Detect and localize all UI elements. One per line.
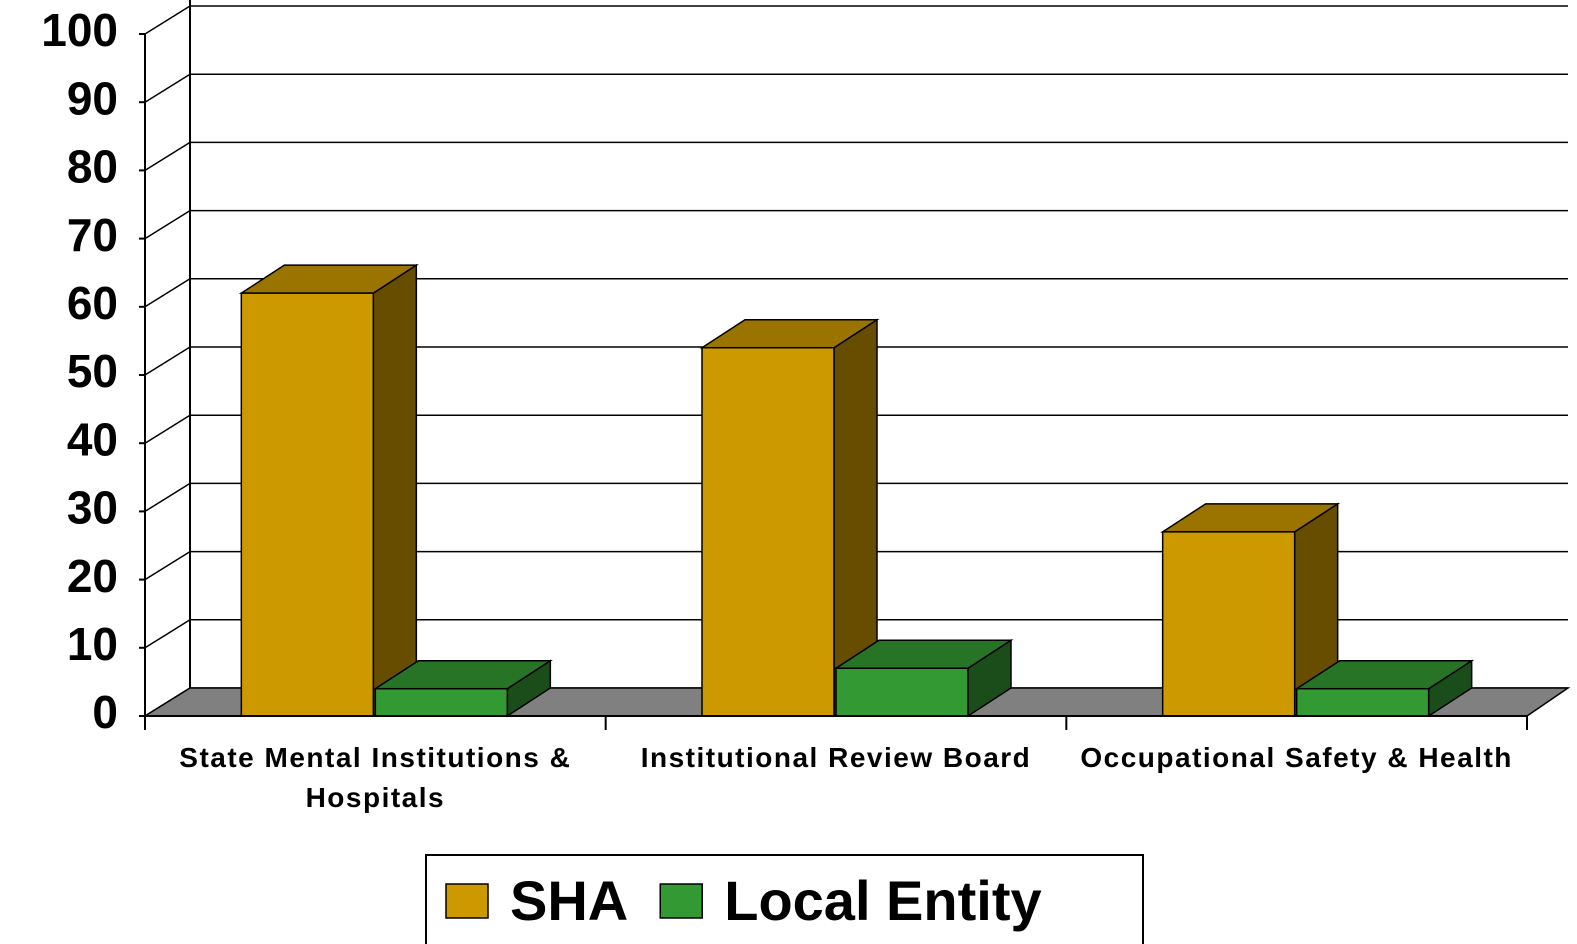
y-tick	[144, 73, 191, 103]
y-tick	[144, 482, 191, 513]
y-tick	[144, 414, 191, 444]
y-tick	[144, 346, 191, 376]
y-tick-label: 50	[67, 345, 118, 397]
x-tick-label-box: State Mental Institutions & Hospitals	[179, 742, 572, 813]
y-tick-label: 90	[67, 72, 118, 124]
x-tick-label-box: Occupational Safety & Health	[1080, 742, 1513, 773]
bar-side	[372, 263, 418, 718]
y-tick	[144, 141, 191, 172]
bar	[1295, 687, 1430, 717]
y-tick	[144, 278, 191, 308]
bar	[1161, 531, 1296, 717]
x-tick-label: State Mental Institutions & Hospitals	[179, 742, 572, 813]
x-tick-label: Occupational Safety & Health	[1080, 742, 1513, 773]
y-tick-label: 60	[67, 277, 118, 329]
y-tick-label: 0	[92, 686, 118, 738]
y-tick-label: 40	[67, 413, 118, 465]
y-tick-label: 70	[67, 209, 118, 261]
bar	[701, 346, 835, 717]
x-tick-label-box: Institutional Review Board	[640, 742, 1032, 773]
y-tick-label: 100	[41, 4, 118, 56]
y-tick-label: 20	[67, 550, 118, 602]
legend-swatch	[445, 883, 489, 919]
y-tick	[144, 209, 191, 240]
y-tick-label: 30	[67, 482, 118, 534]
y-tick-label: 80	[67, 141, 118, 193]
y-tick	[144, 619, 191, 649]
legend-label: Local Entity	[724, 869, 1041, 932]
y-tick-label: 10	[67, 618, 118, 670]
y-tick	[144, 5, 191, 35]
legend-swatch	[659, 883, 703, 919]
bar	[835, 667, 969, 717]
y-tick	[144, 550, 191, 581]
bar	[374, 687, 509, 717]
legend-label: SHA	[510, 869, 628, 932]
bar	[240, 292, 375, 717]
legend	[425, 854, 1144, 944]
x-tick-label: Institutional Review Board	[640, 742, 1032, 773]
